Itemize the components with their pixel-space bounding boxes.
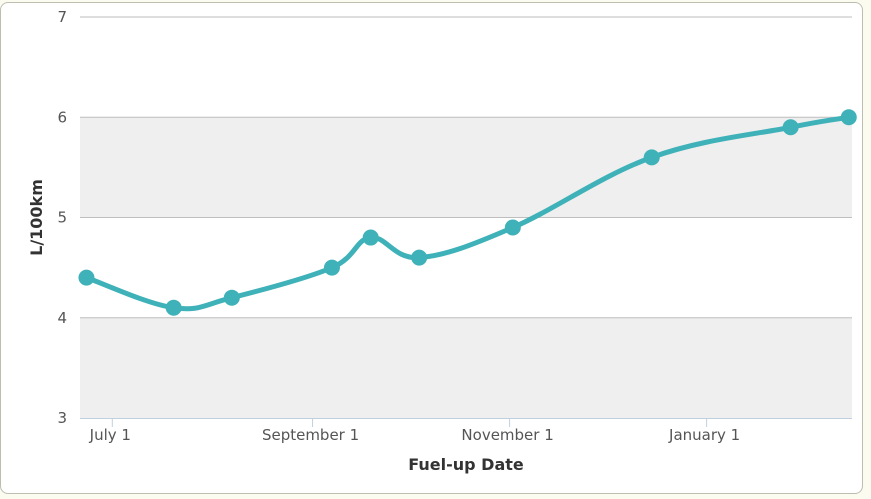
plot-band xyxy=(80,317,852,418)
x-tick-label: September 1 xyxy=(262,426,359,444)
x-tick-label: January 1 xyxy=(668,426,740,444)
plot-bands xyxy=(80,117,852,418)
x-tick-label: July 1 xyxy=(89,426,131,444)
y-tick-label: 6 xyxy=(57,108,67,126)
y-tick-label: 7 xyxy=(57,8,67,26)
data-point[interactable] xyxy=(411,249,428,266)
x-tick-label: November 1 xyxy=(461,426,553,444)
data-point[interactable] xyxy=(840,109,857,126)
y-tick-label: 3 xyxy=(57,409,67,427)
y-axis-tick-labels: 3 4 5 6 7 xyxy=(57,8,67,427)
data-point[interactable] xyxy=(223,289,240,306)
data-point[interactable] xyxy=(78,269,95,286)
data-point[interactable] xyxy=(165,299,182,316)
series-line xyxy=(83,114,852,312)
gridlines xyxy=(80,16,852,319)
x-axis-tick-labels: July 1 September 1 November 1 January 1 xyxy=(89,426,741,444)
x-axis-ticks xyxy=(111,418,708,427)
plot-band xyxy=(80,117,852,218)
data-point[interactable] xyxy=(782,119,799,136)
y-tick-label: 5 xyxy=(57,209,67,227)
y-tick-label: 4 xyxy=(57,309,67,327)
data-point[interactable] xyxy=(504,219,521,236)
series-points xyxy=(78,109,857,316)
data-point[interactable] xyxy=(362,229,379,246)
y-axis-title: L/100km xyxy=(27,179,46,256)
x-axis-title: Fuel-up Date xyxy=(408,455,524,474)
data-point[interactable] xyxy=(323,259,340,276)
data-point[interactable] xyxy=(643,149,660,166)
